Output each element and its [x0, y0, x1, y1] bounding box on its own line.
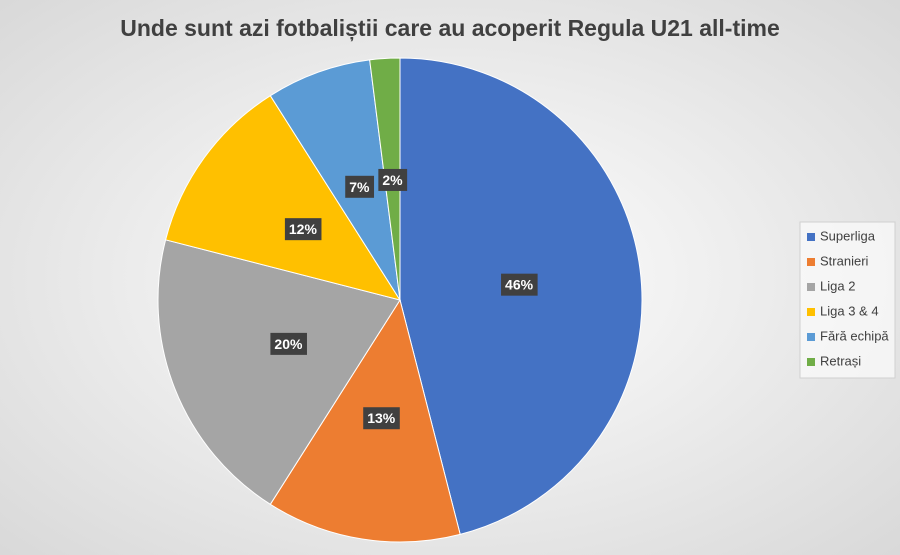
data-label-box [363, 407, 400, 430]
pie-slice [164, 94, 402, 301]
pie-slice [399, 57, 643, 536]
legend-swatch [807, 333, 815, 341]
chart-title: Unde sunt azi fotbaliștii care au acoper… [120, 15, 780, 42]
legend-box [799, 221, 896, 379]
legend-label: Stranieri [820, 253, 869, 268]
legend-swatch [807, 258, 815, 266]
legend-label: Superliga [820, 228, 876, 243]
data-label: 13% [367, 410, 396, 426]
data-label: 7% [349, 179, 370, 195]
legend-label: Retrași [820, 353, 861, 368]
data-label-box [284, 218, 322, 241]
legend-label: Fără echipă [820, 328, 889, 343]
legend-swatch [807, 358, 815, 366]
data-label: 20% [274, 336, 303, 352]
data-label: 46% [505, 277, 534, 293]
data-label-box [270, 332, 307, 355]
data-label-box [501, 273, 538, 296]
pie-slice [157, 239, 401, 506]
legend-swatch [807, 308, 815, 316]
legend-label: Liga 3 & 4 [820, 303, 879, 318]
data-label: 12% [289, 221, 318, 237]
pie-slice [269, 59, 401, 301]
legend-label: Liga 2 [820, 278, 855, 293]
legend-swatch [807, 283, 815, 291]
legend-swatch [807, 233, 815, 241]
data-label: 2% [382, 172, 403, 188]
data-label-box [378, 168, 408, 191]
data-label-box [345, 175, 375, 198]
